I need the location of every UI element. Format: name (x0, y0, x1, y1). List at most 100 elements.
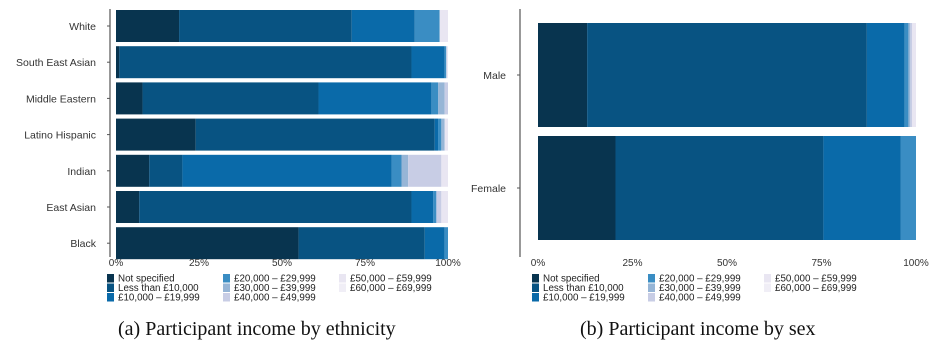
x-tick-label: 75% (355, 258, 375, 269)
legend-label-not-specified: Not specified (118, 274, 175, 285)
legend-label-60-000-69-999: £60,000 – £69,999 (775, 283, 857, 294)
bar-segment-middle-eastern-10-000-19-999 (318, 82, 432, 115)
legend-label-30-000-39-999: £30,000 – £39,999 (234, 283, 316, 294)
legend-swatch-20-000-29-999 (648, 274, 655, 283)
bar-segment-east-asian-less-than-10-000 (139, 191, 412, 223)
bar-segment-indian-40-000-49-999 (408, 154, 442, 187)
bar-segment-female-10-000-19-999 (823, 136, 901, 240)
bar-segment-latino-hispanic-20-000-29-999 (438, 118, 442, 151)
bar-segment-white-less-than-10-000 (179, 10, 352, 42)
x-tick-label: 0% (109, 258, 124, 269)
category-label-middle-eastern: Middle Eastern (26, 93, 96, 105)
legend-label-10-000-19-999: £10,000 – £19,999 (543, 293, 625, 304)
bar-segment-indian-30-000-39-999 (401, 154, 409, 187)
x-tick-label: 25% (622, 258, 642, 269)
bar-segment-white-20-000-29-999 (414, 10, 440, 42)
bar-segment-south-east-asian-10-000-19-999 (411, 46, 445, 79)
bar-segment-indian-20-000-29-999 (391, 154, 402, 187)
category-label-white: White (69, 21, 96, 33)
bar-segment-south-east-asian-20-000-29-999 (444, 46, 447, 79)
bar-segment-male-40-000-49-999 (910, 23, 913, 127)
bar-segment-east-asian-40-000-49-999 (436, 191, 442, 223)
x-tick-label: 100% (435, 258, 461, 269)
category-label-east-asian: East Asian (46, 202, 96, 214)
legend-label-50-000-59-999: £50,000 – £59,999 (350, 274, 432, 285)
legend-label-20-000-29-999: £20,000 – £29,999 (659, 274, 741, 285)
legend-swatch-50-000-59-999 (339, 274, 346, 283)
legend-swatch-30-000-39-999 (648, 283, 655, 292)
x-tick-label: 75% (811, 258, 831, 269)
bar-segment-latino-hispanic-less-than-10-000 (195, 118, 435, 151)
legend-swatch-20-000-29-999 (223, 274, 230, 283)
legend-label-40-000-49-999: £40,000 – £49,999 (659, 293, 741, 304)
bar-segment-south-east-asian-less-than-10-000 (119, 46, 412, 79)
bar-segment-latino-hispanic-50-000-59-999 (444, 118, 448, 151)
legend-label-less-than-10-000: Less than £10,000 (543, 283, 624, 294)
bar-segment-indian-50-000-59-999 (441, 154, 448, 187)
bar-segment-middle-eastern-20-000-29-999 (431, 82, 439, 115)
bar-segment-female-20-000-29-999 (900, 136, 916, 240)
legend-swatch-less-than-10-000 (107, 283, 114, 292)
bar-segment-male-30-000-39-999 (908, 23, 911, 127)
legend-label-20-000-29-999: £20,000 – £29,999 (234, 274, 316, 285)
category-label-south-east-asian: South East Asian (16, 57, 96, 69)
ethnicity-income-chart: White South East Asian Middle Eastern Latin… (16, 9, 461, 304)
bar-segment-middle-eastern-not-specified (116, 82, 143, 115)
bar-segment-male-10-000-19-999 (866, 23, 905, 127)
legend-swatch-60-000-69-999 (764, 283, 771, 292)
bar-segment-male-20-000-29-999 (904, 23, 909, 127)
bar-segment-black-less-than-10-000 (298, 227, 425, 260)
bar-segment-indian-not-specified (116, 154, 150, 187)
bar-segment-female-not-specified (538, 136, 616, 240)
bar-segment-indian-less-than-10-000 (149, 154, 183, 187)
bar-segment-black-10-000-19-999 (424, 227, 445, 260)
category-label-black: Black (70, 238, 96, 250)
legend-swatch-not-specified (532, 274, 539, 283)
bar-segment-white-50-000-59-999 (439, 10, 448, 42)
legend-label-30-000-39-999: £30,000 – £39,999 (659, 283, 741, 294)
category-label-female: Female (471, 183, 506, 195)
bar-segment-male-50-000-59-999 (912, 23, 916, 127)
bar-segment-latino-hispanic-30-000-39-999 (441, 118, 445, 151)
bar-segment-east-asian-50-000-59-999 (441, 191, 448, 223)
bar-segment-indian-10-000-19-999 (182, 154, 392, 187)
bar-segment-middle-eastern-40-000-49-999 (444, 82, 448, 115)
x-tick-label: 50% (717, 258, 737, 269)
legend-swatch-40-000-49-999 (223, 293, 230, 302)
bar-segment-male-not-specified (538, 23, 588, 127)
x-tick-label: 0% (531, 258, 546, 269)
legend-label-10-000-19-999: £10,000 – £19,999 (118, 293, 200, 304)
bar-segment-female-less-than-10-000 (615, 136, 824, 240)
legend-swatch-40-000-49-999 (648, 293, 655, 302)
legend-label-less-than-10-000: Less than £10,000 (118, 283, 199, 294)
legend-label-not-specified: Not specified (543, 274, 600, 285)
bar-segment-middle-eastern-30-000-39-999 (438, 82, 445, 115)
bar-segment-white-not-specified (116, 10, 180, 42)
bar-segment-latino-hispanic-not-specified (116, 118, 196, 151)
category-label-male: Male (483, 70, 506, 82)
legend-swatch-10-000-19-999 (532, 293, 539, 302)
sex-income-chart: Male Female 0% 25% 50% 75% 100% Not specifiedLe… (471, 9, 929, 304)
x-tick-label: 50% (272, 258, 292, 269)
bar-segment-east-asian-20-000-29-999 (433, 191, 437, 223)
bar-segment-male-less-than-10-000 (587, 23, 867, 127)
bar-segment-east-asian-10-000-19-999 (411, 191, 434, 223)
legend-label-50-000-59-999: £50,000 – £59,999 (775, 274, 857, 285)
legend-swatch-10-000-19-999 (107, 293, 114, 302)
caption-sex: (b) Participant income by sex (580, 318, 816, 340)
bar-segment-south-east-asian-not-specified (116, 46, 120, 79)
bar-segment-south-east-asian-50-000-59-999 (446, 46, 448, 79)
caption-ethnicity: (a) Participant income by ethnicity (118, 318, 396, 340)
x-tick-label: 25% (189, 258, 209, 269)
bar-segment-black-20-000-29-999 (444, 227, 448, 260)
category-label-indian: Indian (67, 166, 96, 178)
legend-swatch-not-specified (107, 274, 114, 283)
legend-swatch-30-000-39-999 (223, 283, 230, 292)
legend-label-60-000-69-999: £60,000 – £69,999 (350, 283, 432, 294)
bar-segment-latino-hispanic-10-000-19-999 (434, 118, 439, 151)
bar-segment-white-10-000-19-999 (351, 10, 415, 42)
x-tick-label: 100% (903, 258, 929, 269)
